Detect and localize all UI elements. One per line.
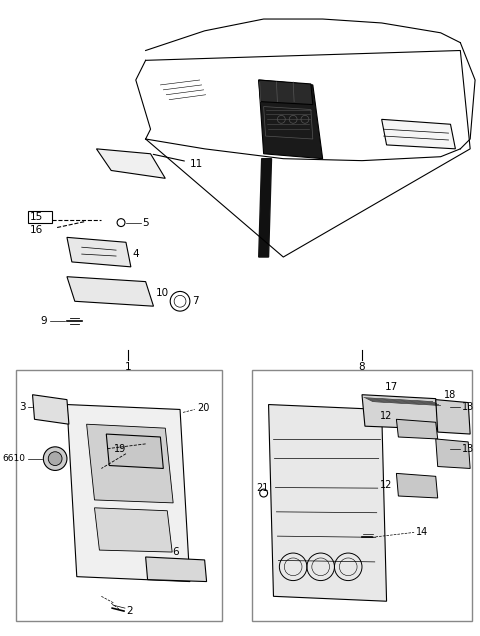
Text: 12: 12	[380, 411, 392, 421]
Polygon shape	[259, 80, 323, 158]
Polygon shape	[67, 404, 190, 581]
Text: 13: 13	[462, 444, 475, 454]
Circle shape	[43, 447, 67, 471]
Polygon shape	[259, 80, 313, 104]
Polygon shape	[382, 120, 456, 149]
Polygon shape	[436, 439, 470, 469]
Polygon shape	[259, 158, 272, 257]
Text: 17: 17	[385, 382, 398, 392]
Text: 20: 20	[197, 403, 209, 413]
Polygon shape	[106, 434, 163, 469]
Text: 14: 14	[416, 527, 428, 537]
Text: 16: 16	[30, 226, 43, 235]
Text: 9: 9	[41, 316, 47, 326]
Text: 4: 4	[133, 249, 140, 259]
Polygon shape	[67, 277, 154, 306]
Text: 6610: 6610	[3, 454, 25, 463]
Text: 19: 19	[114, 444, 126, 454]
Text: 13: 13	[462, 401, 475, 411]
Polygon shape	[396, 419, 438, 439]
Text: 2: 2	[126, 606, 132, 616]
Text: 18: 18	[444, 390, 456, 399]
Polygon shape	[95, 508, 172, 552]
Text: 5: 5	[143, 218, 149, 228]
Polygon shape	[145, 557, 206, 581]
Polygon shape	[264, 107, 313, 139]
Polygon shape	[96, 149, 165, 178]
Bar	[16, 370, 222, 621]
Text: 15: 15	[30, 212, 43, 222]
Text: 3: 3	[19, 401, 25, 411]
Text: 8: 8	[359, 362, 365, 372]
Circle shape	[48, 452, 62, 466]
Polygon shape	[33, 395, 69, 424]
Polygon shape	[436, 399, 470, 434]
Text: 11: 11	[153, 155, 203, 169]
Polygon shape	[362, 395, 439, 429]
Text: 21: 21	[256, 483, 268, 493]
Bar	[252, 370, 472, 621]
Polygon shape	[396, 473, 438, 498]
Text: 7: 7	[192, 296, 198, 307]
Text: 6: 6	[172, 547, 179, 557]
Polygon shape	[67, 237, 131, 267]
Text: 10: 10	[156, 288, 168, 298]
Polygon shape	[86, 424, 173, 503]
Text: 12: 12	[380, 480, 392, 490]
Bar	[28, 211, 52, 223]
Polygon shape	[268, 404, 386, 601]
Text: 1: 1	[125, 362, 131, 372]
